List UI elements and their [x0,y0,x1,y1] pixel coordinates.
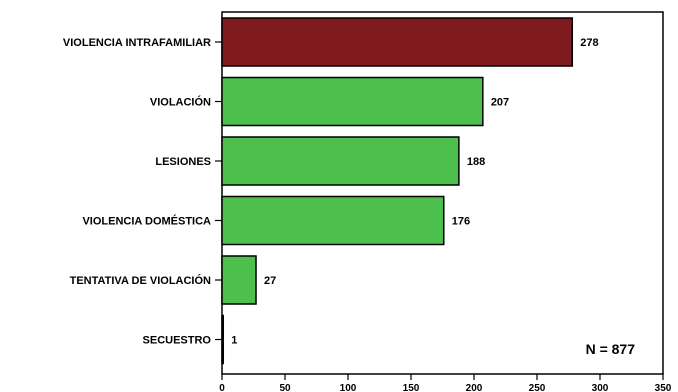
x-tick-label-3: 100 [340,383,357,392]
x-tick-label-1: 0 [219,383,225,392]
category-label-3: LESIONES [155,156,211,168]
category-label-1: VIOLENCIA INTRAFAMILIAR [63,37,211,49]
x-tick-label-5: 200 [466,383,483,392]
value-label-4: 176 [452,216,470,228]
bar-3 [221,136,460,186]
value-label-1: 278 [580,37,598,49]
bar-6 [221,314,225,365]
value-label-2: 207 [491,97,509,109]
x-tick-label-8: 350 [655,383,672,392]
x-tick-label-6: 250 [529,383,546,392]
value-labels: 278 207 188 176 27 1 [231,37,598,347]
category-label-4: VIOLENCIA DOMÉSTICA [82,215,211,228]
category-label-2: VIOLACIÓN [150,96,211,109]
category-label-6: SECUESTRO [143,335,212,347]
x-tick-label-2: 50 [279,383,291,392]
x-tick-label-7: 300 [592,383,609,392]
bars-layer [215,17,574,365]
x-axis-ticks: 0 50 100 150 200 250 300 350 [219,374,672,392]
value-label-3: 188 [467,156,485,168]
bar-5 [221,255,257,305]
bar-4 [221,195,445,246]
bar-2 [221,76,484,127]
sample-size-annotation: N = 877 [586,341,636,357]
bar-1 [221,17,574,67]
plot-frame [221,11,664,375]
value-label-5: 27 [264,275,276,287]
category-label-5: TENTATIVA DE VIOLACIÓN [70,274,211,287]
x-tick-label-4: 150 [403,383,420,392]
category-labels: VIOLENCIA INTRAFAMILIAR VIOLACIÓN LESIONES… [63,37,212,347]
value-label-6: 1 [231,335,237,347]
